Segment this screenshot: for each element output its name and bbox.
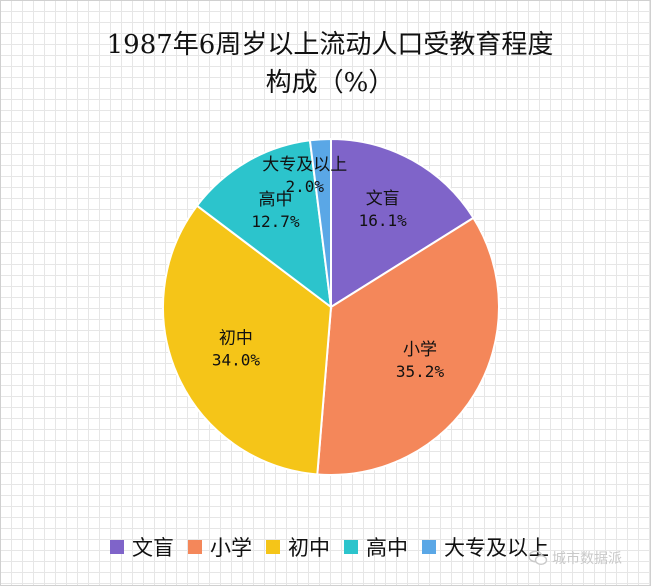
data-label-category: 高中 (259, 190, 293, 210)
pie-slice-primary (316, 216, 500, 476)
data-label-illiterate: 文盲 16.1% (359, 189, 408, 230)
pie-slice-college-plus (308, 137, 332, 308)
data-label-value: 34.0% (212, 351, 261, 370)
legend-item-senior-high: 高中 (344, 532, 408, 562)
legend-swatch (344, 540, 358, 554)
data-label-senior-high: 高中 12.7% (251, 190, 300, 231)
chart-title-line1: 1987年6周岁以上流动人口受教育程度 (106, 30, 554, 60)
chart-legend: 文盲 小学 初中 高中 大专及以上 (110, 532, 549, 562)
legend-swatch (188, 540, 202, 554)
pie-slice-illiterate (330, 137, 475, 309)
pie-chart: 文盲 16.1% 小学 35.2% 初中 34.0% 高中 12.7% 大专及以上 2.0% (162, 137, 500, 476)
data-label-junior-high: 初中 34.0% (212, 329, 261, 370)
watermark: 城市数据派 (528, 548, 622, 568)
legend-label: 初中 (288, 536, 330, 560)
data-label-category: 文盲 (366, 189, 400, 209)
legend-swatch (266, 540, 280, 554)
legend-swatch (422, 540, 436, 554)
data-label-value: 35.2% (396, 362, 445, 381)
legend-label: 文盲 (132, 536, 174, 560)
legend-item-primary: 小学 (188, 532, 252, 562)
chart-title: 1987年6周岁以上流动人口受教育程度 构成（%） (40, 26, 620, 102)
data-label-value: 2.0% (286, 177, 325, 196)
data-label-category: 初中 (219, 329, 253, 349)
legend-item-illiterate: 文盲 (110, 532, 174, 562)
data-label-category: 小学 (403, 340, 437, 360)
legend-item-junior-high: 初中 (266, 532, 330, 562)
pie-slice-junior-high (162, 204, 333, 476)
data-label-value: 12.7% (251, 212, 300, 231)
data-label-category: 大专及以上 (262, 155, 347, 175)
legend-label: 小学 (210, 536, 252, 560)
watermark-text: 城市数据派 (552, 551, 622, 567)
legend-item-college-plus: 大专及以上 (422, 532, 549, 562)
data-label-college-plus: 大专及以上 2.0% (262, 155, 347, 196)
pie-slice-senior-high (195, 139, 333, 310)
data-label-value: 16.1% (359, 211, 408, 230)
data-label-primary: 小学 35.2% (396, 340, 445, 381)
legend-swatch (110, 540, 124, 554)
wechat-icon (528, 550, 548, 566)
legend-label: 大专及以上 (444, 536, 549, 560)
chart-title-line2: 构成（%） (265, 68, 395, 98)
legend-label: 高中 (366, 536, 408, 560)
